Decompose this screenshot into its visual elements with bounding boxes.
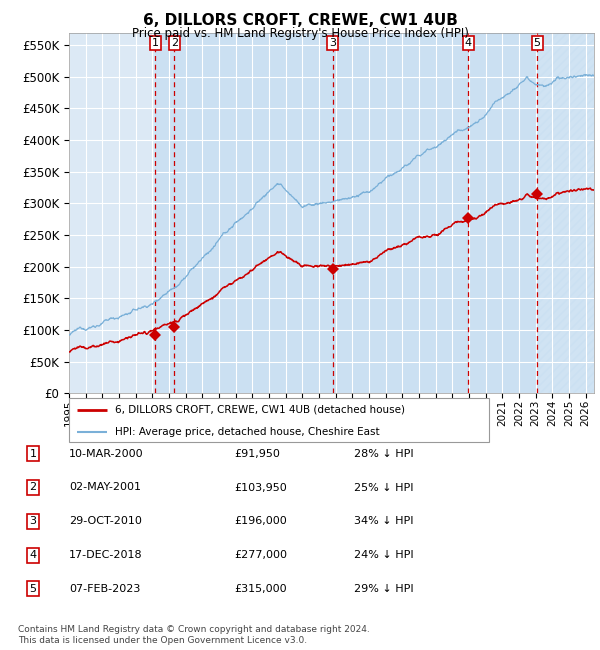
Text: 6, DILLORS CROFT, CREWE, CW1 4UB: 6, DILLORS CROFT, CREWE, CW1 4UB [143,13,457,28]
Text: 3: 3 [329,38,337,48]
FancyBboxPatch shape [69,398,489,442]
Text: £315,000: £315,000 [234,584,287,594]
Text: Price paid vs. HM Land Registry's House Price Index (HPI): Price paid vs. HM Land Registry's House … [131,27,469,40]
Text: £91,950: £91,950 [234,448,280,459]
Text: £196,000: £196,000 [234,516,287,526]
Bar [469,32,537,393]
Text: £103,950: £103,950 [234,482,287,493]
Text: 5: 5 [29,584,37,594]
Text: 25% ↓ HPI: 25% ↓ HPI [354,482,413,493]
Text: 07-FEB-2023: 07-FEB-2023 [69,584,140,594]
Text: 24% ↓ HPI: 24% ↓ HPI [354,550,413,560]
Text: 17-DEC-2018: 17-DEC-2018 [69,550,143,560]
Text: HPI: Average price, detached house, Cheshire East: HPI: Average price, detached house, Ches… [115,427,380,437]
Text: 4: 4 [29,550,37,560]
Text: 29% ↓ HPI: 29% ↓ HPI [354,584,413,594]
Text: 29-OCT-2010: 29-OCT-2010 [69,516,142,526]
Bar [155,32,175,393]
Text: 1: 1 [29,448,37,459]
Text: 3: 3 [29,516,37,526]
Text: 2: 2 [171,38,178,48]
Text: Contains HM Land Registry data © Crown copyright and database right 2024.
This d: Contains HM Land Registry data © Crown c… [18,625,370,645]
Bar [333,32,469,393]
Bar [537,32,594,393]
Text: £277,000: £277,000 [234,550,287,560]
Bar [175,32,333,393]
Text: 2: 2 [29,482,37,493]
Text: 10-MAR-2000: 10-MAR-2000 [69,448,143,459]
Text: 02-MAY-2001: 02-MAY-2001 [69,482,141,493]
Text: 6, DILLORS CROFT, CREWE, CW1 4UB (detached house): 6, DILLORS CROFT, CREWE, CW1 4UB (detach… [115,405,405,415]
Text: 34% ↓ HPI: 34% ↓ HPI [354,516,413,526]
Text: 4: 4 [465,38,472,48]
Text: 28% ↓ HPI: 28% ↓ HPI [354,448,413,459]
Text: 5: 5 [533,38,541,48]
Text: 1: 1 [152,38,159,48]
